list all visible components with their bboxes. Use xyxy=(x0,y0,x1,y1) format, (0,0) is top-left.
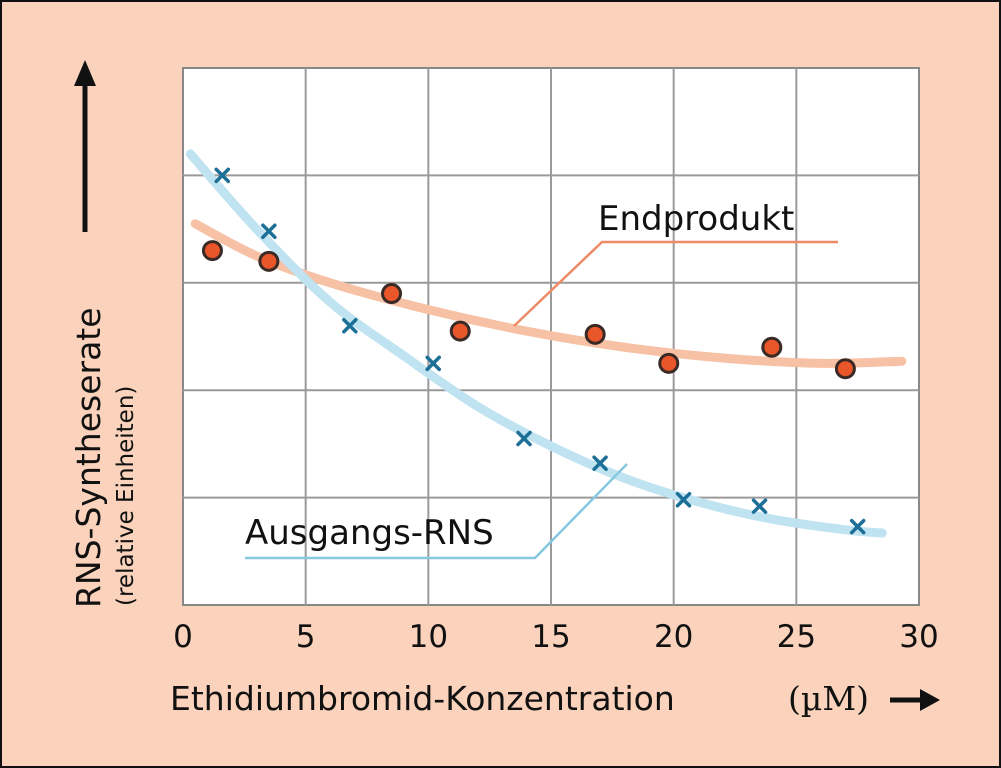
y-axis-subtitle: (relative Einheiten) xyxy=(113,386,139,606)
x-axis-arrow xyxy=(890,689,940,711)
data-point-ausgangs-rns xyxy=(214,167,231,184)
x-tick-label: 15 xyxy=(531,619,570,655)
data-point-endprodukt xyxy=(584,323,606,345)
x-tick-label: 0 xyxy=(173,619,193,655)
series-labels: Endprodukt Ausgangs-RNS xyxy=(245,199,838,560)
x-tick-label: 20 xyxy=(654,619,693,655)
data-point-endprodukt xyxy=(258,250,280,272)
x-tick-label: 25 xyxy=(777,619,816,655)
data-markers xyxy=(201,167,866,535)
data-point-endprodukt xyxy=(201,240,223,262)
data-point-ausgangs-rns xyxy=(261,223,277,239)
x-tick-label: 10 xyxy=(409,619,448,655)
leader-line-ausgangs-rns xyxy=(245,463,628,560)
x-axis-title: Ethidiumbromid-Konzentration xyxy=(170,679,675,718)
x-axis-unit: (µM) xyxy=(788,679,869,718)
grid xyxy=(183,68,919,605)
fit-curve-endprodukt xyxy=(190,219,907,368)
data-point-endprodukt xyxy=(834,358,856,380)
data-point-endprodukt xyxy=(658,352,680,374)
series-label-ausgangs-rns: Ausgangs-RNS xyxy=(245,513,494,553)
x-tick-labels: 0 5 10 15 20 25 30 xyxy=(173,619,939,655)
y-axis-arrow xyxy=(74,60,96,232)
data-point-ausgangs-rns xyxy=(592,455,608,471)
series-label-endprodukt: Endprodukt xyxy=(598,199,794,239)
x-tick-label: 30 xyxy=(899,619,938,655)
data-point-ausgangs-rns xyxy=(342,318,358,334)
data-point-endprodukt xyxy=(449,320,471,342)
y-axis-title: RNS-Syntheserate xyxy=(69,307,108,608)
data-point-endprodukt xyxy=(761,336,783,358)
data-point-ausgangs-rns xyxy=(675,491,692,508)
x-tick-label: 5 xyxy=(296,619,316,655)
data-point-ausgangs-rns xyxy=(516,430,532,447)
data-point-ausgangs-rns xyxy=(751,498,768,514)
data-point-ausgangs-rns xyxy=(425,355,441,372)
data-point-endprodukt xyxy=(381,283,403,305)
data-point-ausgangs-rns xyxy=(849,518,866,535)
leader-line-endprodukt xyxy=(513,240,838,327)
